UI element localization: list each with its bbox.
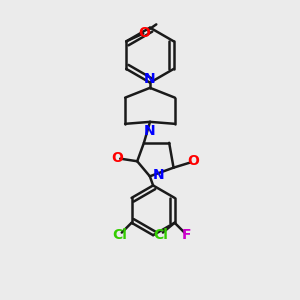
Text: F: F	[182, 227, 191, 242]
Text: O: O	[139, 26, 151, 40]
Text: N: N	[153, 168, 165, 182]
Text: Cl: Cl	[153, 227, 168, 242]
Text: N: N	[144, 124, 156, 138]
Text: O: O	[187, 154, 199, 168]
Text: N: N	[144, 72, 156, 86]
Text: O: O	[112, 151, 124, 165]
Text: Cl: Cl	[112, 227, 127, 242]
